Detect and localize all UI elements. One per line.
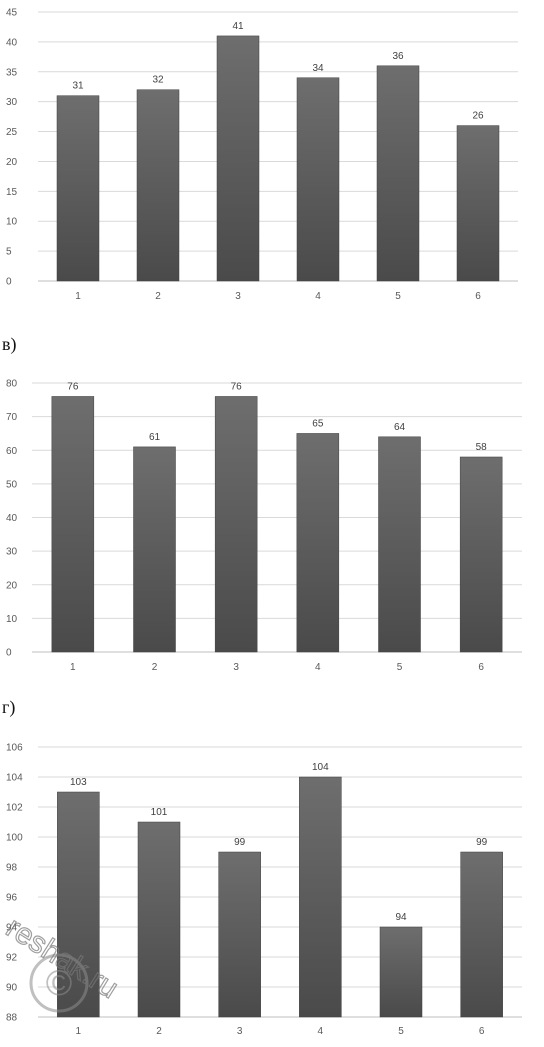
- category-label: 1: [76, 1026, 82, 1037]
- bar: [137, 821, 181, 1018]
- category-label: 5: [398, 1026, 404, 1037]
- data-label: 65: [312, 418, 324, 429]
- y-tick-label: 20: [6, 157, 18, 168]
- bar: [56, 95, 100, 282]
- bar: [378, 436, 421, 653]
- chart-v-bar-chart: 0 10 20 30 40 50 60 70 80 76 1 61 2 76 3 65 4 64 5 58 6: [6, 379, 522, 673]
- data-label: 101: [151, 807, 168, 818]
- data-label: 32: [152, 75, 164, 86]
- bar: [51, 396, 95, 653]
- y-tick-label: 90: [6, 983, 18, 994]
- bar: [456, 125, 500, 282]
- category-label: 5: [395, 291, 401, 302]
- bar: [459, 456, 503, 653]
- y-tick-label: 50: [6, 479, 18, 490]
- y-tick-label: 10: [6, 217, 18, 228]
- category-label: 3: [233, 662, 239, 673]
- bar: [376, 65, 420, 282]
- chart-a-bar-chart: 0 5 10 15 20 25 30 35 40 45 31 1 32 2 41 3 34 4 36 5 26 6: [6, 8, 518, 302]
- watermark-logo: © reshak.ru: [0, 910, 124, 1013]
- bar: [460, 851, 503, 1018]
- category-label: 4: [315, 662, 321, 673]
- data-label: 34: [312, 63, 324, 74]
- bar: [136, 89, 180, 282]
- y-tick-label: 94: [6, 923, 18, 934]
- data-label: 94: [395, 912, 407, 923]
- category-label: 2: [156, 1026, 162, 1037]
- category-label: 4: [315, 291, 321, 302]
- y-tick-label: 35: [6, 67, 18, 78]
- category-label: 2: [152, 662, 158, 673]
- y-tick-label: 102: [6, 803, 23, 814]
- y-tick-label: 20: [6, 580, 18, 591]
- bar: [216, 35, 260, 282]
- data-label: 61: [149, 432, 161, 443]
- watermark-symbol: ©: [46, 962, 73, 1003]
- y-tick-label: 104: [6, 773, 23, 784]
- bar: [218, 851, 261, 1018]
- category-label: 3: [235, 291, 241, 302]
- data-label: 104: [312, 762, 329, 773]
- y-tick-label: 40: [6, 513, 18, 524]
- y-tick-label: 80: [6, 379, 18, 390]
- category-label: 1: [70, 662, 76, 673]
- data-label: 103: [70, 777, 87, 788]
- data-label: 99: [234, 837, 246, 848]
- bar: [214, 396, 258, 653]
- data-label: 41: [232, 21, 244, 32]
- category-label: 5: [397, 662, 403, 673]
- y-tick-label: 45: [6, 8, 18, 19]
- category-label: 6: [478, 662, 484, 673]
- bar: [296, 77, 340, 282]
- y-tick-label: 60: [6, 446, 18, 457]
- data-label: 36: [392, 51, 404, 62]
- y-tick-label: 30: [6, 97, 18, 108]
- y-tick-label: 88: [6, 1013, 18, 1024]
- y-tick-label: 96: [6, 893, 18, 904]
- data-label: 76: [67, 381, 79, 392]
- y-tick-label: 0: [6, 277, 12, 288]
- category-label: 3: [237, 1026, 243, 1037]
- y-tick-label: 5: [6, 247, 12, 258]
- category-label: 6: [479, 1026, 485, 1037]
- y-tick-label: 15: [6, 187, 18, 198]
- y-tick-label: 98: [6, 863, 18, 874]
- bar: [296, 433, 340, 653]
- part-label-g: г): [2, 697, 16, 717]
- chart-g-bar-chart: 88 90 92 94 96 98 100 102 104 106 103 1 101 2 99 3 104 4 9…: [6, 743, 522, 1037]
- data-label: 58: [476, 442, 488, 453]
- data-label: 31: [72, 81, 84, 92]
- y-tick-label: 25: [6, 127, 18, 138]
- y-tick-label: 70: [6, 412, 18, 423]
- y-tick-label: 10: [6, 614, 18, 625]
- data-label: 26: [472, 111, 484, 122]
- data-label: 76: [231, 381, 243, 392]
- bar: [133, 446, 176, 653]
- data-label: 99: [476, 837, 488, 848]
- y-tick-label: 106: [6, 743, 23, 754]
- data-label: 64: [394, 422, 406, 433]
- category-label: 1: [75, 291, 81, 302]
- bar: [299, 776, 342, 1018]
- y-tick-label: 92: [6, 953, 18, 964]
- bar: [379, 926, 423, 1018]
- bar: [57, 791, 100, 1018]
- category-label: 4: [318, 1026, 324, 1037]
- y-tick-label: 30: [6, 547, 18, 558]
- y-tick-label: 100: [6, 833, 23, 844]
- part-label-v: в): [2, 334, 17, 354]
- category-label: 6: [475, 291, 481, 302]
- y-tick-label: 40: [6, 37, 18, 48]
- category-label: 2: [155, 291, 161, 302]
- y-tick-label: 0: [6, 648, 12, 659]
